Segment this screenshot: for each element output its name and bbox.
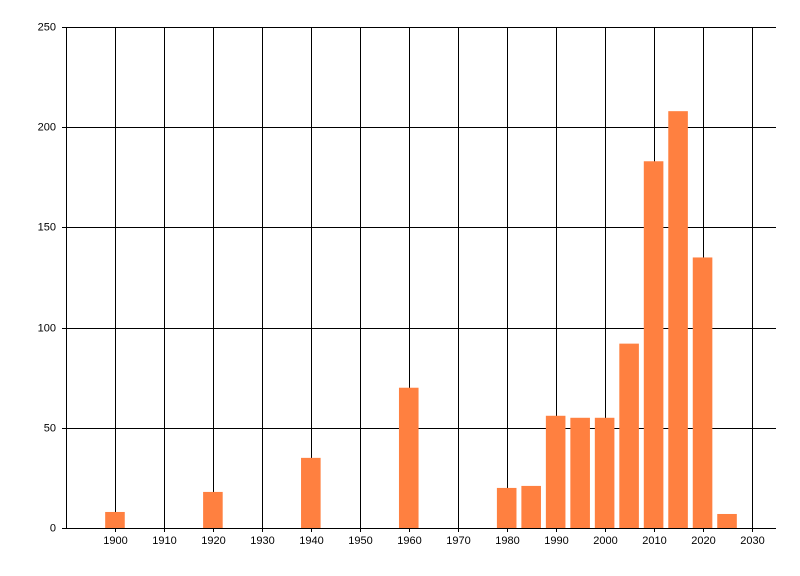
x-tick-label: 1950 (348, 535, 372, 547)
y-tick-label: 50 (44, 422, 56, 434)
x-tick-label: 1970 (446, 535, 470, 547)
bar (594, 417, 615, 528)
x-tick-label: 2000 (593, 535, 617, 547)
bar (496, 487, 517, 528)
bar (668, 111, 688, 528)
bar (521, 485, 541, 528)
x-tick-label: 2010 (642, 535, 666, 547)
x-tick-label: 1940 (299, 535, 323, 547)
bar (717, 513, 737, 528)
x-tick-label: 2020 (691, 535, 715, 547)
y-tick-label: 150 (38, 221, 56, 233)
bar (570, 417, 590, 528)
y-tick-label: 200 (38, 121, 56, 133)
y-tick-label: 0 (50, 522, 56, 534)
x-tick-label: 1910 (152, 535, 176, 547)
bar (105, 511, 125, 528)
bar (398, 387, 419, 528)
bar (619, 343, 639, 528)
bar (643, 161, 664, 528)
x-tick-label: 1960 (397, 535, 421, 547)
y-tick-label: 100 (38, 322, 56, 334)
x-tick-label: 1900 (103, 535, 127, 547)
x-tick-label: 2030 (740, 535, 764, 547)
bar (301, 457, 321, 528)
x-tick-label: 1980 (495, 535, 519, 547)
y-tick-label: 250 (38, 21, 56, 33)
bar (692, 257, 713, 528)
bar (203, 491, 223, 528)
x-tick-label: 1930 (250, 535, 274, 547)
x-tick-label: 1990 (544, 535, 568, 547)
bar (545, 415, 566, 528)
x-tick-label: 1920 (201, 535, 225, 547)
